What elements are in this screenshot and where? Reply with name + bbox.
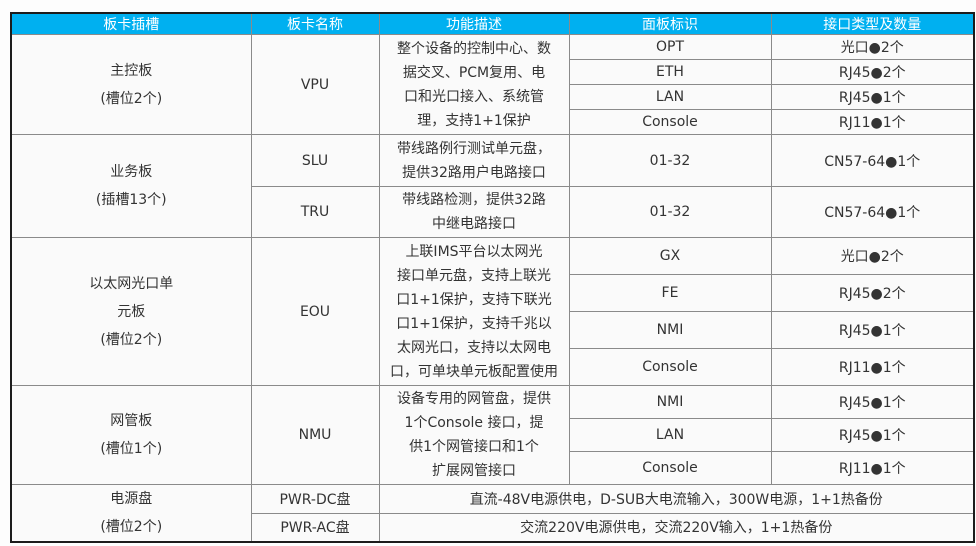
table-header-row: 板卡插槽 板卡名称 功能描述 面板标识 接口类型及数量 [10, 12, 975, 35]
board-description-cell-pwr-dc: 直流-48V电源供电，D-SUB大电流输入，300W电源，1+1热备份 [378, 484, 975, 514]
table-row: PWR-AC盘 交流220V电源供电，交流220V输入，1+1热备份 [11, 512, 975, 543]
board-description-cell-vpu: 整个设备的控制中心、数 据交叉、PCM复用、电 口和光口接入、系统管 理，支持1… [378, 34, 570, 135]
board-name-cell-vpu: VPU [250, 34, 380, 135]
slot-cell-power: 电源盘 (槽位2个) [10, 484, 252, 543]
header-cell-description: 功能描述 [378, 12, 570, 35]
slot-cell-main-control: 主控板 (槽位2个) [10, 34, 252, 135]
interface-cell: CN57-64●1个 [770, 186, 975, 238]
panel-label-cell: OPT [568, 34, 772, 60]
panel-label-cell: LAN [568, 84, 772, 110]
table-row: Console RJ11●1个 [11, 348, 975, 386]
board-name-cell-eou: EOU [250, 237, 380, 386]
board-description-cell-pwr-ac: 交流220V电源供电，交流220V输入，1+1热备份 [378, 512, 975, 543]
interface-cell: RJ45●1个 [770, 385, 975, 419]
board-name-cell-tru: TRU [250, 186, 380, 238]
table-row: FE RJ45●2个 [11, 274, 975, 312]
board-name-cell-nmu: NMU [250, 385, 380, 485]
panel-label-cell: 01-32 [568, 186, 772, 238]
panel-label-cell: Console [568, 451, 772, 485]
slot-cell-network-management: 网管板 (槽位1个) [10, 385, 252, 485]
slot-cell-ethernet-optical: 以太网光口单 元板 (槽位2个) [10, 237, 252, 386]
table-row: ETH RJ45●2个 [11, 59, 975, 85]
interface-cell: RJ45●2个 [770, 59, 975, 85]
interface-cell: CN57-64●1个 [770, 134, 975, 187]
interface-cell: 光口●2个 [770, 237, 975, 275]
slot-cell-service: 业务板 (插槽13个) [10, 134, 252, 238]
table-row: 主控板 (槽位2个) VPU 整个设备的控制中心、数 据交叉、PCM复用、电 口… [10, 34, 975, 135]
board-name-cell-pwr-ac: PWR-AC盘 [250, 512, 380, 543]
table-row: Console RJ11●1个 [11, 109, 975, 135]
header-cell-panel: 面板标识 [568, 12, 772, 35]
interface-cell: RJ45●2个 [770, 274, 975, 312]
table-row: 电源盘 (槽位2个) PWR-DC盘 直流-48V电源供电，D-SUB大电流输入… [10, 484, 975, 543]
panel-label-cell: Console [568, 348, 772, 386]
panel-label-cell: Console [568, 109, 772, 135]
board-description-cell-eou: 上联IMS平台以太网光 接口单元盘，支持上联光 口1+1保护，支持下联光 口1+… [378, 237, 570, 386]
table-row: Console RJ11●1个 [11, 451, 975, 485]
panel-label-cell: NMI [568, 311, 772, 349]
header-cell-slot: 板卡插槽 [10, 12, 252, 35]
interface-cell: RJ45●1个 [770, 84, 975, 110]
interface-cell: 光口●2个 [770, 34, 975, 60]
header-cell-interface: 接口类型及数量 [770, 12, 975, 35]
panel-label-cell: FE [568, 274, 772, 312]
board-description-cell-tru: 带线路检测，提供32路 中继电路接口 [378, 186, 570, 238]
interface-cell: RJ45●1个 [770, 418, 975, 452]
board-spec-table: 板卡插槽 板卡名称 功能描述 面板标识 接口类型及数量 主控板 (槽位2个) V… [10, 12, 975, 543]
panel-label-cell: 01-32 [568, 134, 772, 187]
table-row: 网管板 (槽位1个) NMU 设备专用的网管盘，提供 1个Console 接口，… [10, 385, 975, 485]
board-description-cell-nmu: 设备专用的网管盘，提供 1个Console 接口，提 供1个网管接口和1个 扩展… [378, 385, 570, 485]
panel-label-cell: ETH [568, 59, 772, 85]
interface-cell: RJ11●1个 [770, 109, 975, 135]
panel-label-cell: NMI [568, 385, 772, 419]
board-description-cell-slu: 带线路例行测试单元盘， 提供32路用户电路接口 [378, 134, 570, 187]
table-row: LAN RJ45●1个 [11, 84, 975, 110]
interface-cell: RJ45●1个 [770, 311, 975, 349]
table-row: 以太网光口单 元板 (槽位2个) EOU 上联IMS平台以太网光 接口单元盘，支… [10, 237, 975, 386]
interface-cell: RJ11●1个 [770, 348, 975, 386]
interface-cell: RJ11●1个 [770, 451, 975, 485]
board-name-cell-pwr-dc: PWR-DC盘 [250, 484, 380, 514]
panel-label-cell: GX [568, 237, 772, 275]
panel-label-cell: LAN [568, 418, 772, 452]
header-cell-name: 板卡名称 [250, 12, 380, 35]
table-row: 业务板 (插槽13个) SLU 带线路例行测试单元盘， 提供32路用户电路接口 … [10, 134, 975, 238]
board-name-cell-slu: SLU [250, 134, 380, 187]
